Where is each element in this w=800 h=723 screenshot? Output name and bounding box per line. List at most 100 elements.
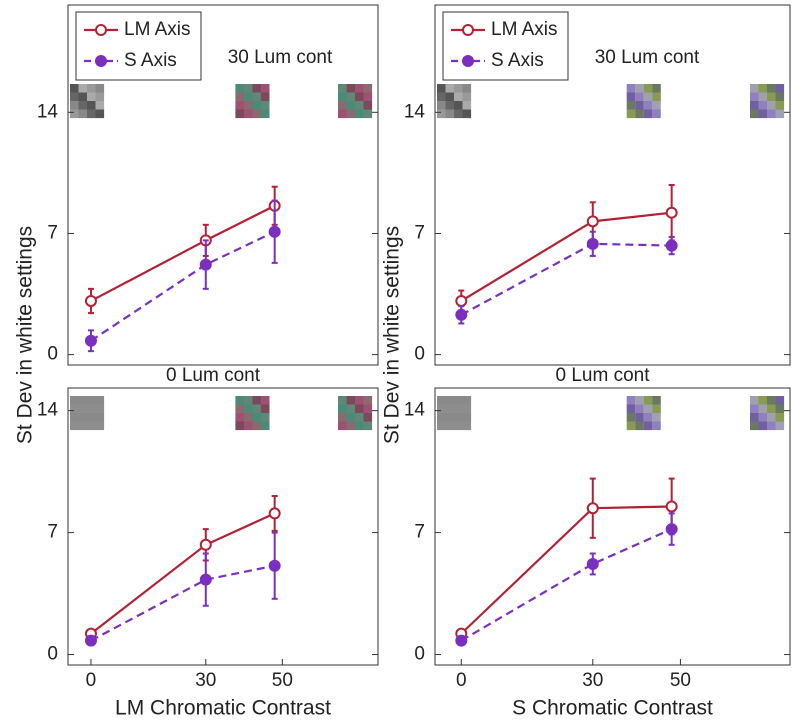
texture-cell [243, 92, 253, 102]
texture-cell [775, 396, 785, 405]
texture-cell [243, 421, 253, 431]
x-axis-label: S Chromatic Contrast [512, 697, 713, 720]
texture-cell [87, 109, 96, 119]
texture-cell [78, 101, 88, 110]
texture-cell [437, 84, 446, 93]
texture-cell [346, 109, 356, 119]
series-line [90, 204, 276, 302]
panel-annotation: 30 Lum cont [228, 47, 333, 68]
texture-cell [626, 92, 636, 102]
texture-cell [355, 101, 364, 110]
texture-cell [252, 109, 261, 119]
texture-cell [363, 396, 373, 405]
texture-cell [454, 84, 463, 93]
texture-cell [243, 84, 253, 93]
texture-cell [338, 84, 347, 93]
texture-cell [652, 109, 661, 119]
y-tick-label: 0 [414, 344, 425, 365]
texture-cell [775, 413, 785, 422]
texture-cell [87, 413, 96, 422]
legend-label: S Axis [491, 50, 544, 71]
x-tick-label: 50 [272, 670, 293, 691]
texture-cell [454, 413, 463, 422]
texture-cell [260, 404, 270, 414]
texture-cell [750, 101, 759, 110]
data-point [84, 634, 97, 647]
texture-cell [767, 101, 776, 110]
texture-cell [445, 109, 455, 119]
texture-cell [95, 404, 105, 414]
texture-cell [355, 109, 364, 119]
texture-cell [78, 84, 88, 93]
texture-cell [87, 404, 96, 414]
texture-cell [635, 404, 644, 414]
texture-cell [70, 396, 79, 405]
texture-cell [243, 101, 253, 110]
texture-cell [652, 421, 661, 431]
data-point [84, 294, 97, 307]
texture-cell [338, 396, 347, 405]
legend-box [75, 11, 202, 81]
y-tick-label: 14 [404, 400, 426, 421]
texture-cell [643, 92, 653, 102]
series-line [460, 528, 673, 642]
texture-cell [346, 413, 356, 422]
texture-cell [758, 413, 768, 422]
data-point [665, 500, 678, 513]
texture-cell [635, 413, 644, 422]
texture-cell [346, 396, 356, 405]
legend-marker [95, 24, 107, 36]
texture-cell [338, 421, 347, 431]
texture-cell [260, 396, 270, 405]
texture-cell [767, 109, 776, 119]
texture-cell [235, 92, 244, 102]
y-tick-label: 0 [414, 644, 425, 665]
texture-cell [758, 92, 768, 102]
texture-cell [626, 109, 636, 119]
texture-cell [758, 421, 768, 431]
plot-frame [434, 387, 791, 666]
texture-cell [235, 404, 244, 414]
texture-cell [437, 109, 446, 119]
texture-cell [87, 92, 96, 102]
texture-cell [260, 109, 270, 119]
y-tick-label: 14 [37, 400, 59, 421]
texture-cell [643, 109, 653, 119]
texture-cell [95, 413, 105, 422]
texture-cell [750, 413, 759, 422]
texture-cell [626, 84, 636, 93]
texture-cell [78, 396, 88, 405]
data-point [586, 557, 599, 570]
texture-cell [445, 101, 455, 110]
texture-cell [95, 84, 105, 93]
texture-cell [95, 396, 105, 405]
texture-cell [355, 421, 364, 431]
texture-cell [775, 84, 785, 93]
texture-cell [635, 84, 644, 93]
series-line [460, 505, 672, 635]
texture-cell [346, 421, 356, 431]
texture-cell [338, 404, 347, 414]
texture-cell [750, 404, 759, 414]
data-point [586, 237, 599, 250]
texture-cell [363, 101, 373, 110]
data-point [199, 538, 212, 551]
texture-cell [437, 101, 446, 110]
y-axis-label: St Dev in white settings [381, 226, 404, 444]
texture-cell [626, 404, 636, 414]
data-point [665, 523, 678, 536]
texture-cell [243, 404, 253, 414]
texture-cell [652, 101, 661, 110]
texture-cell [235, 421, 244, 431]
panel-title: 0 Lum cont [166, 365, 261, 386]
texture-cell [445, 421, 455, 431]
texture-cell [363, 421, 373, 431]
texture-cell [87, 396, 96, 405]
data-point [455, 294, 468, 307]
legend-marker [462, 55, 474, 67]
texture-cell [338, 109, 347, 119]
series-line [460, 242, 672, 316]
texture-cell [652, 413, 661, 422]
texture-cell [70, 421, 79, 431]
texture-cell [775, 404, 785, 414]
